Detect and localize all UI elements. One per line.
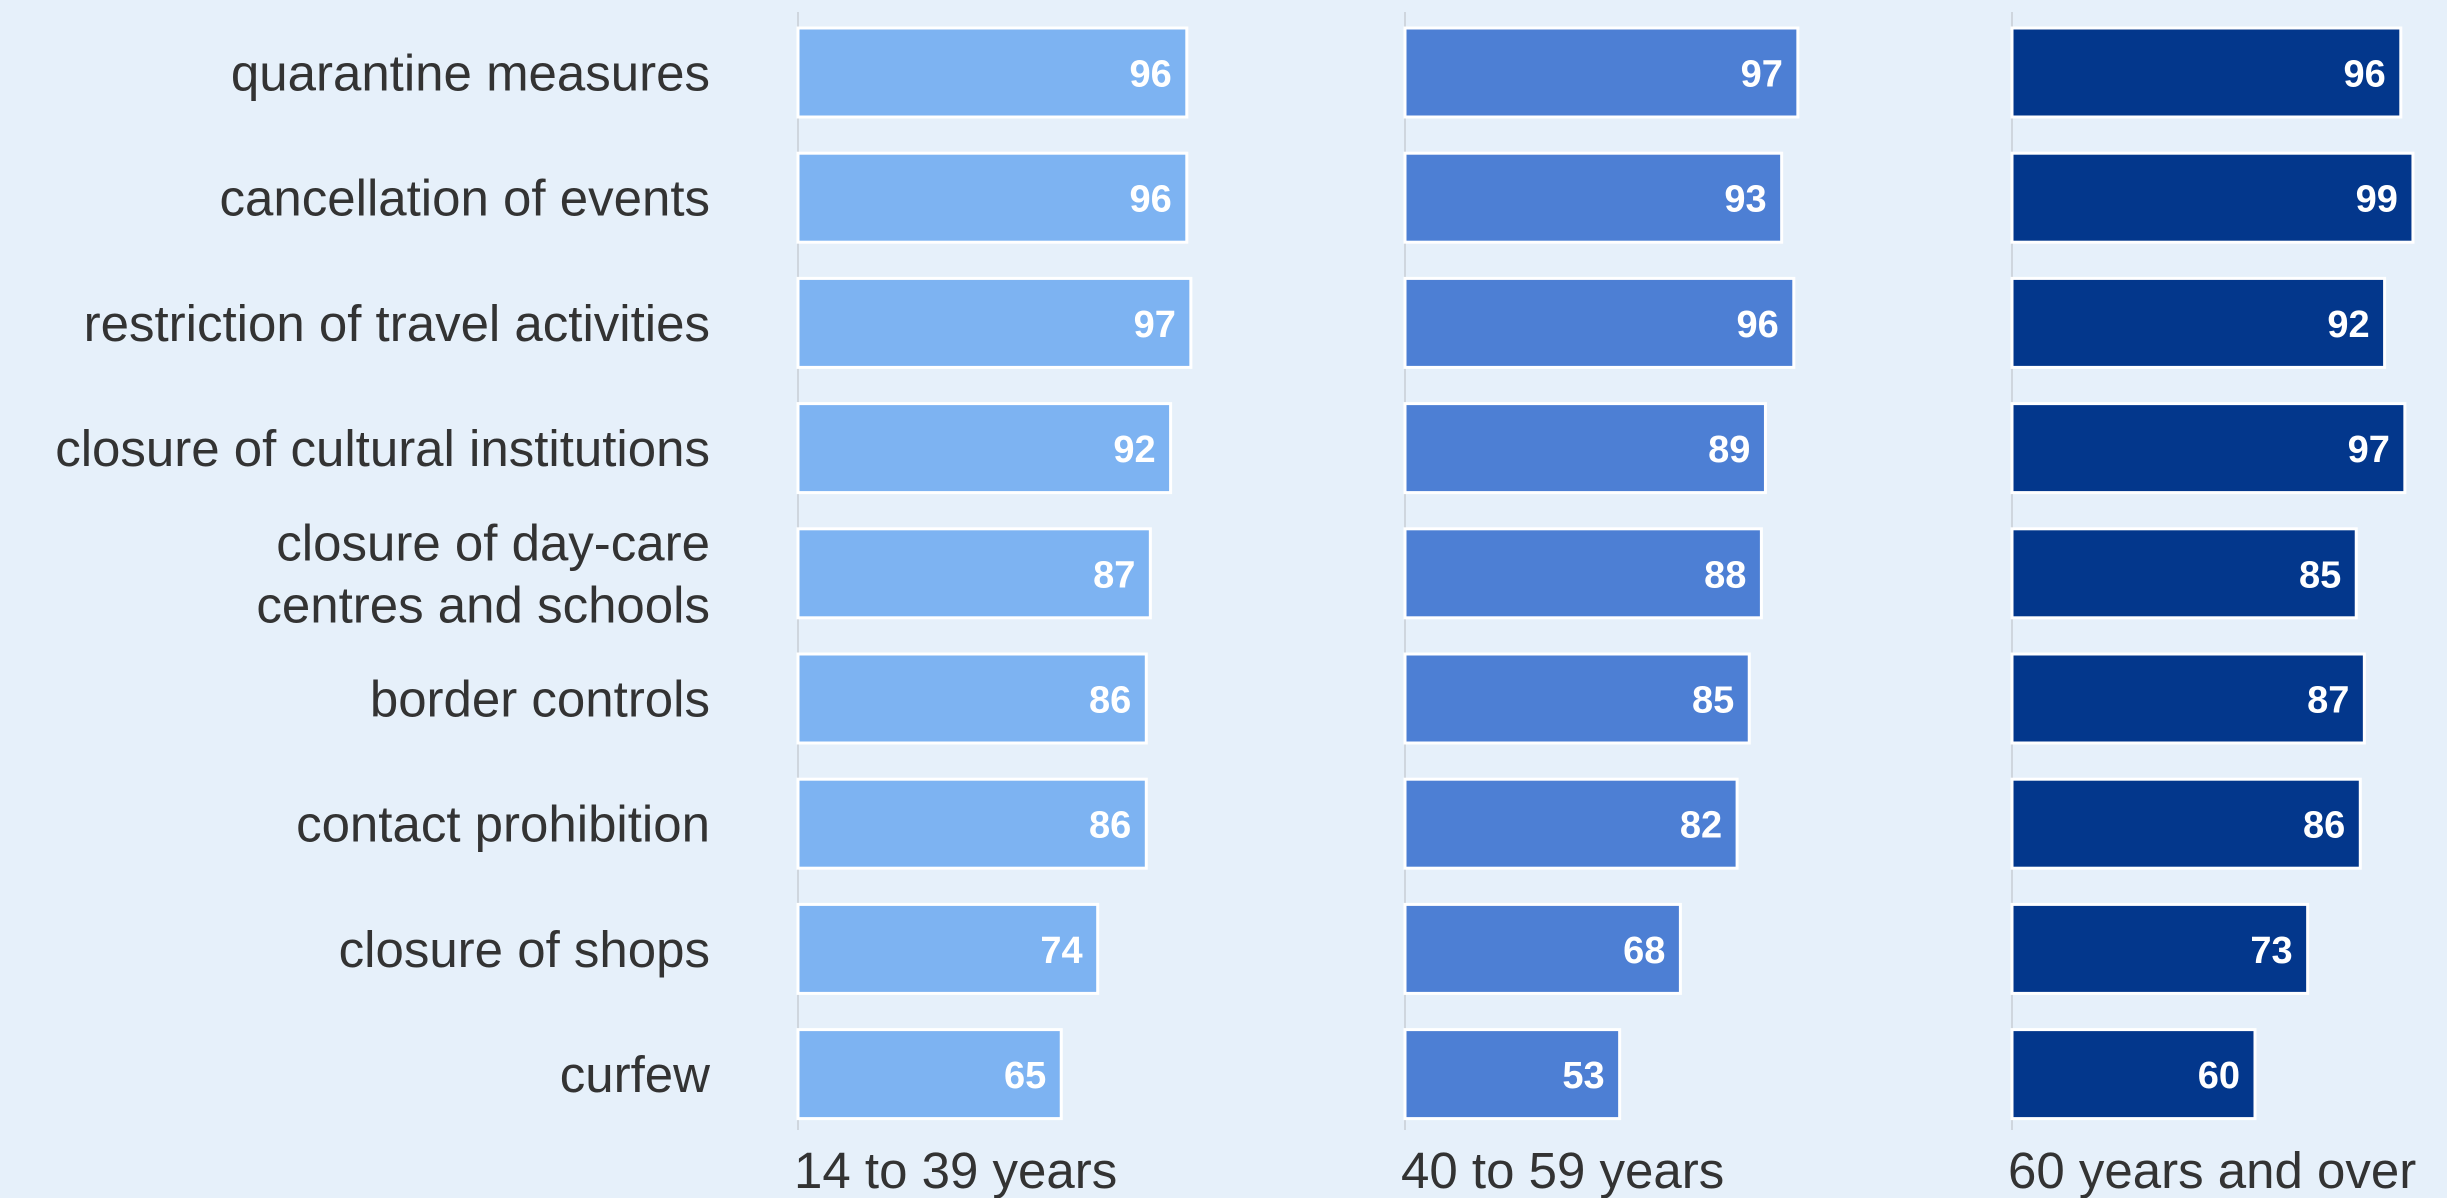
bar xyxy=(2010,652,2366,745)
value-label: 60 xyxy=(2198,1055,2240,1097)
bar xyxy=(2010,402,2407,495)
bar xyxy=(1403,26,1800,119)
category-label: quarantine measures xyxy=(231,45,710,102)
value-label: 85 xyxy=(1692,680,1734,722)
value-label: 96 xyxy=(2344,54,2386,96)
bar xyxy=(796,652,1148,745)
bar xyxy=(796,26,1189,119)
bar xyxy=(796,151,1189,244)
value-label: 88 xyxy=(1704,554,1746,596)
value-label: 86 xyxy=(1089,680,1131,722)
bar xyxy=(1403,902,1682,995)
bar xyxy=(796,527,1152,620)
bar xyxy=(2010,276,2387,369)
category-labels: quarantine measures cancellation of event… xyxy=(55,45,710,1104)
value-label: 74 xyxy=(1040,930,1082,972)
series-panel: 97 93 96 89 88 85 82 68 53 40 to 59 years xyxy=(1401,12,1800,1198)
bar xyxy=(796,902,1100,995)
bar xyxy=(796,276,1193,369)
value-label: 92 xyxy=(1113,429,1155,471)
value-label: 87 xyxy=(2307,680,2349,722)
value-label: 87 xyxy=(1093,554,1135,596)
category-label: cancellation of events xyxy=(220,170,710,227)
series-label: 14 to 39 years xyxy=(794,1142,1117,1198)
value-label: 97 xyxy=(1741,54,1783,96)
bar xyxy=(1403,1028,1622,1121)
series-label: 60 years and over xyxy=(2008,1142,2416,1198)
bar xyxy=(2010,527,2358,620)
category-label: curfew xyxy=(560,1046,710,1103)
bar xyxy=(2010,1028,2257,1121)
bar xyxy=(1403,151,1784,244)
value-label: 96 xyxy=(1130,54,1172,96)
bar xyxy=(2010,151,2415,244)
value-label: 97 xyxy=(1134,304,1176,346)
bar xyxy=(1403,402,1767,495)
bar xyxy=(796,1028,1063,1121)
series-panel: 96 99 92 97 85 87 86 73 60 60 years and over xyxy=(2008,12,2416,1198)
category-label: restriction of travel activities xyxy=(84,295,710,352)
value-label: 86 xyxy=(2303,805,2345,847)
value-label: 93 xyxy=(1724,179,1766,221)
bar xyxy=(1403,652,1751,745)
bar xyxy=(2010,26,2403,119)
bar xyxy=(1403,527,1763,620)
series-panel: 96 96 97 92 87 86 86 74 65 14 to 39 years xyxy=(794,12,1193,1198)
category-label: closure of day-care centres and schools xyxy=(256,514,710,633)
value-label: 65 xyxy=(1004,1055,1046,1097)
bar xyxy=(2010,902,2310,995)
category-label: closure of shops xyxy=(339,921,710,978)
bar xyxy=(2010,777,2362,870)
value-label: 97 xyxy=(2348,429,2390,471)
category-label: closure of cultural institutions xyxy=(55,420,710,477)
bar xyxy=(1403,276,1796,369)
value-label: 99 xyxy=(2356,179,2398,221)
bar xyxy=(796,402,1173,495)
value-label: 53 xyxy=(1562,1055,1604,1097)
value-label: 86 xyxy=(1089,805,1131,847)
value-label: 96 xyxy=(1130,179,1172,221)
chart-panels: 96 96 97 92 87 86 86 74 65 14 to 39 years 97 93 96 89… xyxy=(794,12,2416,1198)
value-label: 73 xyxy=(2250,930,2292,972)
category-label: border controls xyxy=(370,671,710,728)
value-label: 85 xyxy=(2299,554,2341,596)
value-label: 96 xyxy=(1737,304,1779,346)
value-label: 68 xyxy=(1623,930,1665,972)
series-label: 40 to 59 years xyxy=(1401,1142,1724,1198)
bar xyxy=(1403,777,1739,870)
bar xyxy=(796,777,1148,870)
value-label: 89 xyxy=(1708,429,1750,471)
category-label: contact prohibition xyxy=(296,796,710,853)
value-label: 82 xyxy=(1680,805,1722,847)
value-label: 92 xyxy=(2327,304,2369,346)
